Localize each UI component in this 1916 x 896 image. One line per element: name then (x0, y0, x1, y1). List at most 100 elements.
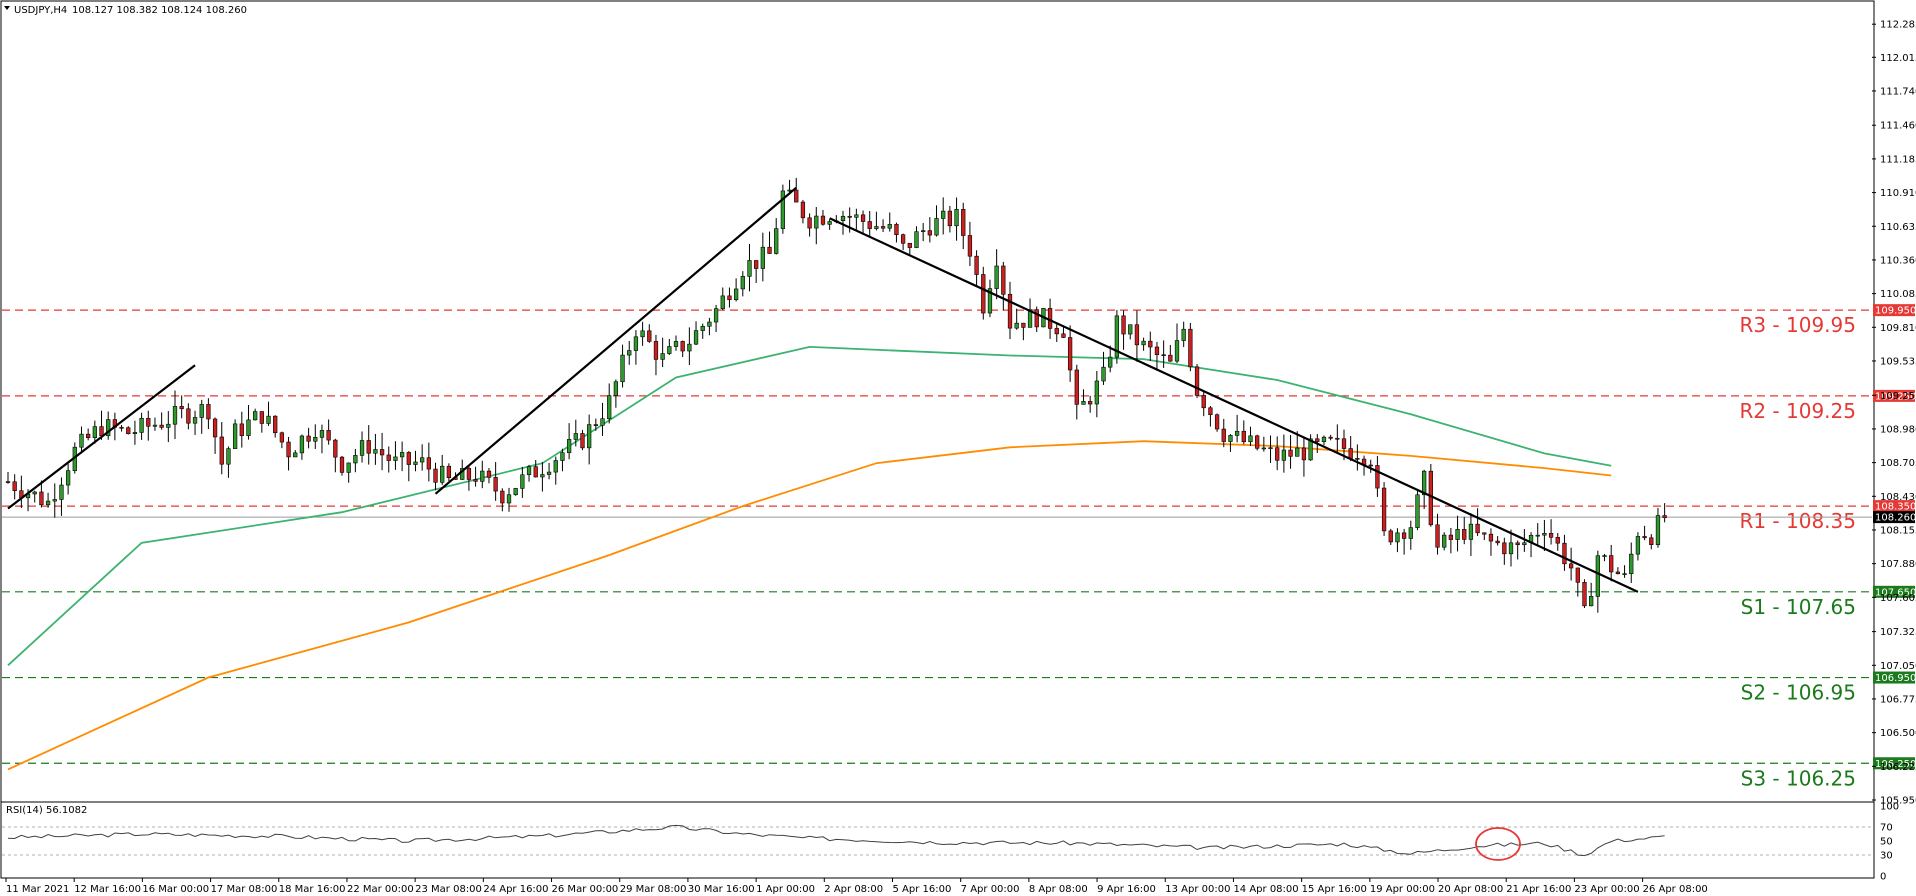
candle (286, 441, 291, 458)
level-tag-text: 106.950 (1875, 673, 1916, 684)
candle (313, 437, 318, 442)
rsi-tick-label: 50 (1880, 837, 1893, 848)
candle (1081, 401, 1086, 405)
candle (1021, 322, 1026, 328)
price-tick-label: 106.500 (1880, 728, 1916, 739)
candle (954, 209, 959, 227)
moving-average-line-1 (7, 345, 1612, 666)
candle (1168, 354, 1173, 362)
collapse-triangle-icon[interactable] (4, 6, 10, 10)
price-tick-label: 110.635 (1880, 222, 1916, 233)
candle (1054, 328, 1059, 335)
candle (326, 430, 331, 441)
candle (1348, 448, 1353, 459)
candle (1134, 324, 1140, 346)
candle (1475, 523, 1480, 534)
candle (1315, 438, 1320, 442)
candle (520, 474, 525, 489)
candle (1662, 515, 1667, 518)
candle (840, 215, 846, 222)
candle (373, 449, 378, 454)
candle (232, 423, 238, 449)
candle (1635, 536, 1641, 555)
candle (1395, 532, 1400, 543)
time-tick-label: 14 Apr 08:00 (1233, 884, 1298, 895)
candle (1535, 534, 1540, 537)
main-panel[interactable] (0, 0, 1875, 803)
candle (1482, 532, 1487, 535)
price-tick-label: 108.155 (1880, 525, 1916, 536)
candle (1181, 328, 1186, 341)
candle (1508, 542, 1514, 555)
candle (921, 230, 926, 233)
candle (533, 466, 538, 478)
candle (647, 330, 652, 342)
rsi-tick-label: 0 (1880, 872, 1886, 883)
candle (1014, 322, 1019, 329)
candle (941, 210, 946, 219)
candle (99, 426, 104, 437)
candle (894, 224, 899, 236)
candle (1408, 527, 1413, 539)
candle (613, 381, 619, 396)
level-label-r1: R1 - 108.35 (1739, 509, 1856, 533)
candle (900, 234, 906, 244)
candle (1214, 414, 1220, 430)
trendline-2[interactable] (434, 186, 797, 495)
level-tag-text: 109.250 (1875, 391, 1916, 402)
candle (934, 218, 939, 236)
price-tick-label: 112.285 (1880, 20, 1916, 31)
candle (119, 426, 124, 429)
candle (353, 455, 358, 464)
candle (1455, 529, 1460, 540)
candle (1555, 537, 1560, 544)
candle (1602, 555, 1607, 557)
candle (12, 481, 17, 492)
candles-layer (5, 177, 1667, 613)
candle (1074, 369, 1079, 405)
trendline-3[interactable] (829, 217, 1639, 593)
price-tick-label: 107.880 (1880, 559, 1916, 570)
candle (393, 456, 398, 461)
candle (279, 432, 285, 443)
candle (727, 295, 732, 301)
candle (186, 408, 191, 424)
time-tick-label: 8 Apr 08:00 (1029, 884, 1088, 895)
candle (420, 457, 425, 463)
candle (720, 295, 725, 309)
rsi-panel[interactable] (0, 801, 1875, 879)
price-tick-label: 107.605 (1880, 593, 1916, 604)
candle (1108, 356, 1113, 368)
candle (1154, 346, 1160, 356)
candle (947, 210, 953, 227)
candle (1288, 449, 1293, 457)
candle (406, 452, 411, 465)
candle (1321, 436, 1327, 442)
candle (59, 484, 64, 500)
candle (914, 231, 919, 248)
candle (39, 491, 44, 506)
candle (1188, 328, 1193, 368)
candle (1101, 366, 1106, 382)
candle (5, 481, 11, 483)
candle (473, 479, 478, 482)
candle (1221, 428, 1226, 442)
candle (1542, 532, 1547, 536)
candle (760, 246, 765, 269)
candle (1655, 515, 1661, 545)
rsi-title: RSI(14) 56.1082 (6, 805, 87, 816)
candle (961, 209, 966, 236)
candle (126, 427, 131, 435)
candle (713, 308, 719, 323)
candle (660, 353, 665, 360)
price-tick-label: 111.185 (1880, 154, 1916, 165)
time-tick-label: 13 Apr 00:00 (1165, 884, 1230, 895)
candle (413, 461, 418, 465)
candle (874, 226, 879, 229)
candle (800, 201, 806, 219)
price-tick-label: 105.950 (1880, 796, 1916, 807)
candle (159, 424, 164, 428)
candle (293, 452, 298, 458)
trendline-1[interactable] (7, 364, 196, 510)
candle (1174, 340, 1180, 362)
